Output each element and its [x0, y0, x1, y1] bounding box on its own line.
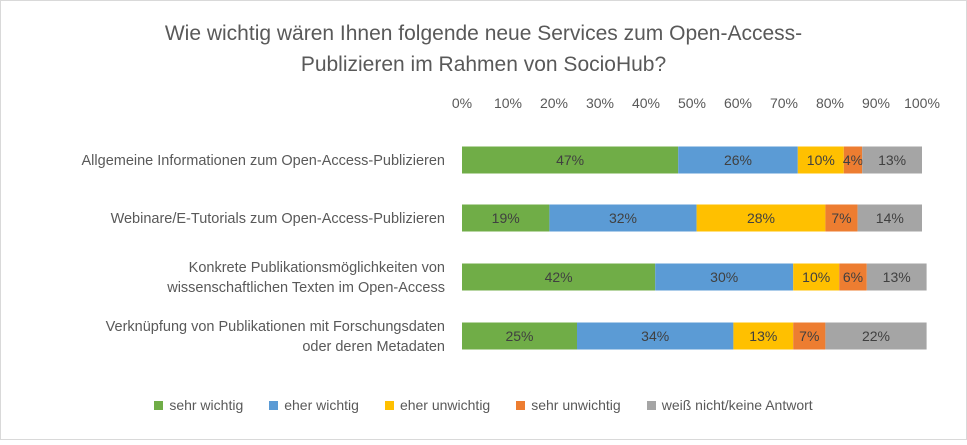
data-label: 42%: [545, 269, 573, 285]
x-tick-label: 10%: [494, 95, 522, 111]
category-label: Allgemeine Informationen zum Open-Access…: [82, 153, 445, 169]
bar-segment: [793, 322, 826, 350]
x-tick-label: 80%: [816, 95, 844, 111]
data-label: 30%: [710, 269, 738, 285]
x-tick-label: 70%: [770, 95, 798, 111]
bar-segment: [462, 263, 656, 291]
legend-label: eher unwichtig: [399, 397, 491, 413]
legend-item: eher wichtig: [269, 397, 359, 413]
x-tick-label: 60%: [724, 95, 752, 111]
data-label: 19%: [492, 210, 520, 226]
legend-swatch: [516, 400, 526, 410]
bar-segment: [866, 263, 927, 291]
bar-segment: [462, 204, 550, 232]
data-label: 13%: [878, 152, 906, 168]
bar-segment: [797, 146, 844, 174]
category-label: Konkrete Publikationsmöglichkeiten von: [189, 260, 445, 276]
bar-segment: [843, 146, 863, 174]
legend-item: eher unwichtig: [384, 397, 491, 413]
data-label: 26%: [724, 152, 752, 168]
bar-segment: [462, 322, 577, 350]
legend-item: sehr unwichtig: [516, 397, 621, 413]
data-label: 28%: [747, 210, 775, 226]
legend-swatch: [646, 400, 656, 410]
bar-segment: [733, 322, 794, 350]
legend-swatch: [384, 400, 394, 410]
data-label: 13%: [883, 269, 911, 285]
data-label: 14%: [876, 210, 904, 226]
bar-segment: [825, 322, 927, 350]
legend-label: sehr wichtig: [169, 397, 244, 413]
category-label: Webinare/E-Tutorials zum Open-Access-Pub…: [111, 211, 445, 227]
chart-title: Wie wichtig wären Ihnen folgende neue Se…: [164, 22, 803, 76]
bar-segment: [696, 204, 826, 232]
legend-swatch: [269, 400, 279, 410]
data-label: 7%: [831, 210, 851, 226]
data-label: 10%: [802, 269, 830, 285]
data-label: 34%: [641, 328, 669, 344]
category-label: wissenschaftlichen Texten im Open-Access: [166, 280, 445, 296]
legend-item: sehr wichtig: [154, 397, 243, 413]
bar-segment: [839, 263, 867, 291]
data-label: 13%: [749, 328, 777, 344]
bar-segment: [462, 146, 679, 174]
data-label: 32%: [609, 210, 637, 226]
legend-label: weiß nicht/keine Antwort: [661, 397, 813, 413]
data-label: 25%: [505, 328, 533, 344]
bar-segment: [678, 146, 798, 174]
category-label: oder deren Metadaten: [302, 339, 445, 355]
bar-segment: [577, 322, 734, 350]
x-tick-label: 0%: [452, 95, 472, 111]
x-tick-label: 100%: [904, 95, 940, 111]
category-label: Verknüpfung von Publikationen mit Forsch…: [106, 319, 445, 335]
bar-segment: [857, 204, 922, 232]
legend: sehr wichtig eher wichtig eher unwichtig se…: [0, 397, 967, 413]
legend-item: weiß nicht/keine Antwort: [646, 397, 813, 413]
x-tick-label: 30%: [586, 95, 614, 111]
data-label: 4%: [843, 152, 863, 168]
legend-swatch: [154, 400, 164, 410]
legend-label: sehr unwichtig: [531, 397, 621, 413]
data-label: 10%: [807, 152, 835, 168]
data-label: 7%: [799, 328, 819, 344]
data-label: 22%: [862, 328, 890, 344]
x-tick-label: 40%: [632, 95, 660, 111]
x-tick-label: 20%: [540, 95, 568, 111]
bar-segment: [793, 263, 840, 291]
bar-segment: [549, 204, 697, 232]
bar-segment: [655, 263, 794, 291]
x-tick-label: 50%: [678, 95, 706, 111]
data-label: 47%: [556, 152, 584, 168]
data-label: 6%: [843, 269, 863, 285]
bar-segment: [825, 204, 858, 232]
x-tick-label: 90%: [862, 95, 890, 111]
legend-label: eher wichtig: [284, 397, 359, 413]
bar-segment: [862, 146, 922, 174]
